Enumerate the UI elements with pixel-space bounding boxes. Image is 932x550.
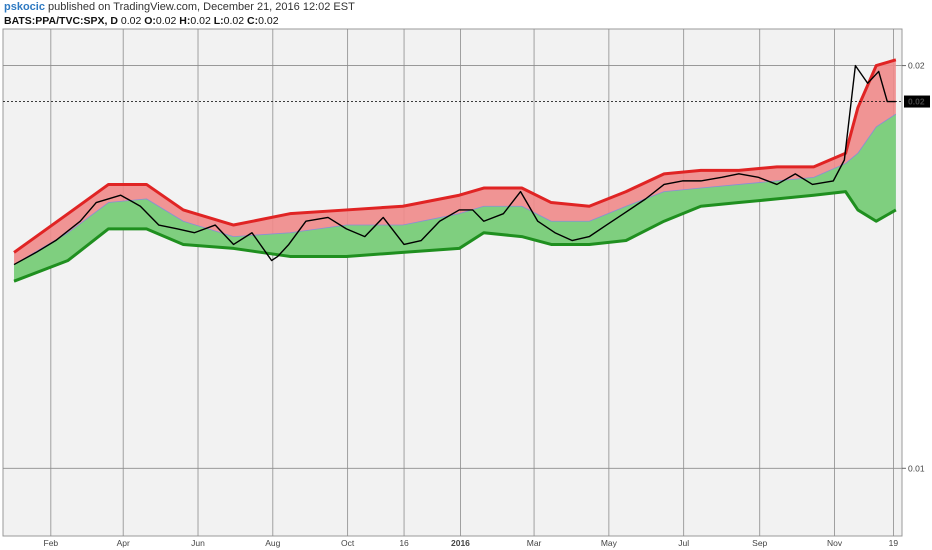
x-tick-label: Jun <box>191 538 205 548</box>
price-axis[interactable]: 0.01 0.02 0.02 <box>902 61 930 474</box>
x-tick-label: Jul <box>678 538 689 548</box>
lower-band-line <box>13 190 897 283</box>
x-tick-label: May <box>601 538 618 548</box>
lower-band-fill <box>14 114 896 282</box>
x-tick-label: Aug <box>265 538 280 548</box>
upper-band-line <box>13 58 897 254</box>
publish-line: pskocic published on TradingView.com, De… <box>4 1 355 13</box>
x-tick-label: 16 <box>399 538 409 548</box>
x-tick-label: Apr <box>117 538 130 548</box>
last-price-badge <box>904 95 930 108</box>
last-price-label: 0.02 <box>908 97 925 107</box>
publish-info: published on TradingView.com, December 2… <box>48 1 355 13</box>
close-value: 0.02 <box>258 15 279 27</box>
x-tick-label: 2016 <box>451 538 470 548</box>
band-fills <box>14 59 896 283</box>
x-tick-label: Feb <box>44 538 59 548</box>
author-link[interactable]: pskocic <box>4 1 45 13</box>
high-label: H: <box>179 15 191 27</box>
grid-lines <box>3 29 902 536</box>
time-axis[interactable]: Feb Apr Jun Aug Oct 16 2016 Mar May Jul Sep Nov 19 <box>44 538 899 548</box>
ohlc-legend: BATS:PPA/TVC:SPX, D 0.02 O:0.02 H:0.02 L… <box>4 15 279 27</box>
x-tick-label: Oct <box>341 538 355 548</box>
x-tick-label: 19 <box>889 538 899 548</box>
y-tick-label: 0.02 <box>908 61 925 71</box>
open-value: 0.02 <box>155 15 177 27</box>
y-tick-label: 0.01 <box>908 463 925 473</box>
close-label: C: <box>247 15 259 27</box>
open-label: O: <box>144 15 156 27</box>
plot-background <box>2 28 903 537</box>
last-value: 0.02 <box>120 15 142 27</box>
x-tick-label: Sep <box>752 538 767 548</box>
low-label: L: <box>213 15 224 27</box>
high-value: 0.02 <box>190 15 211 27</box>
symbol-label: BATS:PPA/TVC:SPX, D <box>4 15 118 27</box>
middle-band-line <box>13 113 897 265</box>
price-line <box>13 64 896 266</box>
x-tick-label: Nov <box>827 538 843 548</box>
low-value: 0.02 <box>223 15 245 27</box>
series-lines <box>3 58 902 283</box>
x-tick-label: Mar <box>527 538 542 548</box>
